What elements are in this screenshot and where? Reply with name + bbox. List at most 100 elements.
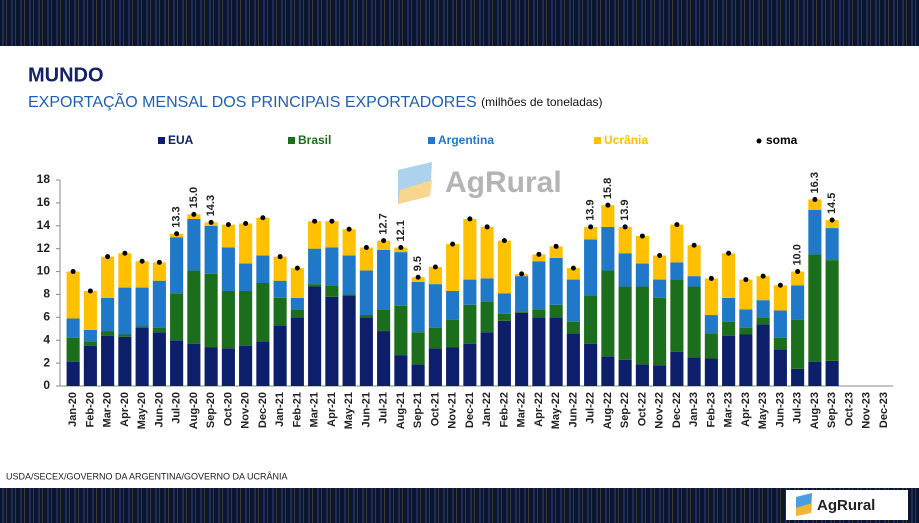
bar-segment: [118, 287, 132, 335]
total-dot: [708, 275, 714, 281]
x-tick-label: Aug-20: [188, 392, 200, 429]
total-dot: [450, 241, 456, 247]
bar-segment: [377, 331, 391, 386]
data-label: 12.1: [395, 220, 407, 241]
total-dot: [743, 277, 749, 283]
bar-segment: [290, 297, 304, 310]
bar-segment: [446, 319, 460, 348]
bar-segment: [773, 310, 787, 338]
x-tick-label: May-21: [343, 392, 355, 429]
bar-segment: [118, 334, 132, 337]
x-tick-label: Oct-20: [222, 392, 234, 426]
total-dot: [70, 269, 76, 275]
bar-segment: [756, 317, 770, 325]
total-dot: [105, 254, 111, 260]
total-dot: [760, 273, 766, 279]
total-dot: [432, 264, 438, 270]
bar-segment: [290, 317, 304, 386]
chart-title: MUNDO: [28, 64, 104, 86]
data-label: 15.0: [188, 187, 200, 208]
bar-segment: [152, 280, 166, 328]
bar-segment: [66, 337, 80, 362]
legend-swatch: [594, 137, 601, 144]
chart-subtitle: EXPORTAÇÃO MENSAL DOS PRINCIPAIS EXPORTA…: [28, 91, 603, 111]
data-label: 13.9: [585, 200, 597, 221]
bar-segment: [808, 361, 822, 386]
data-label: 9.5: [412, 256, 424, 271]
bar-segment: [549, 317, 563, 386]
total-dot: [691, 242, 697, 248]
bar-segment: [618, 226, 632, 254]
x-tick-label: Jan-23: [688, 392, 700, 427]
x-tick-label: Aug-23: [809, 392, 821, 429]
bar-segment: [480, 278, 494, 302]
x-tick-label: Jun-23: [774, 392, 786, 427]
data-label: 16.3: [809, 172, 821, 193]
bar-segment: [411, 364, 425, 386]
bar-segment: [308, 221, 322, 249]
bar-segment: [83, 329, 97, 342]
bar-segment: [825, 260, 839, 361]
bar-segment: [687, 286, 701, 358]
x-tick-label: Nov-20: [240, 392, 252, 429]
data-label: 12.7: [378, 213, 390, 234]
bar-segment: [308, 286, 322, 386]
total-dot: [777, 282, 783, 288]
bar-segment: [618, 286, 632, 360]
x-tick-label: Jan-22: [481, 392, 493, 427]
bar-segment: [187, 218, 201, 271]
bar-segment: [342, 295, 356, 386]
x-tick-label: Oct-21: [429, 392, 441, 426]
y-tick-label: 14: [37, 218, 51, 232]
total-dot: [639, 233, 645, 239]
bar-segment: [342, 294, 356, 296]
bar-segment: [290, 309, 304, 318]
bar-segment: [204, 347, 218, 386]
bar-segment: [549, 257, 563, 305]
x-tick-label: Jul-20: [171, 392, 183, 424]
bar-segment: [756, 300, 770, 318]
bar-segment: [739, 309, 753, 328]
bar-segment: [825, 228, 839, 261]
total-dot: [657, 253, 663, 259]
total-dot: [726, 250, 732, 256]
x-tick-label: Jun-20: [153, 392, 165, 427]
legend-swatch: [288, 137, 295, 144]
bar-segment: [152, 332, 166, 386]
unit-note: (milhões de toneladas): [481, 95, 602, 109]
data-label: 13.9: [619, 200, 631, 221]
footer-logo: AgRural: [786, 490, 908, 520]
x-tick-label: Jul-22: [585, 392, 597, 424]
bar-segment: [221, 291, 235, 349]
total-dot: [174, 231, 180, 237]
x-tick-label: Feb-23: [705, 392, 717, 427]
bar-segment: [584, 239, 598, 296]
bar-segment: [791, 271, 805, 286]
bar-segment: [152, 262, 166, 281]
bar-segment: [497, 240, 511, 294]
bar-segment: [670, 262, 684, 280]
bar-segment: [325, 221, 339, 248]
total-dot: [191, 211, 197, 217]
bar-segment: [394, 355, 408, 386]
bar-segment: [256, 255, 270, 283]
bar-segment: [170, 293, 184, 341]
bar-segment: [101, 256, 115, 298]
bar-segment: [359, 270, 373, 316]
x-tick-label: Aug-21: [395, 392, 407, 429]
bar-segment: [687, 357, 701, 386]
bar-segment: [170, 237, 184, 294]
data-label: 10.0: [792, 244, 804, 265]
bar-segment: [635, 263, 649, 287]
x-tick-label: Dec-22: [671, 392, 683, 428]
bar-segment: [549, 246, 563, 258]
bar-segment: [377, 249, 391, 310]
x-tick-label: Mar-22: [516, 392, 528, 427]
bar-segment: [446, 244, 460, 292]
legend-label: EUA: [168, 133, 194, 147]
logo-icon-part: [796, 503, 812, 516]
legend-swatch: [756, 138, 762, 144]
x-tick-label: Jul-21: [378, 392, 390, 424]
bar-segment: [463, 304, 477, 344]
bar-segment: [601, 205, 615, 227]
